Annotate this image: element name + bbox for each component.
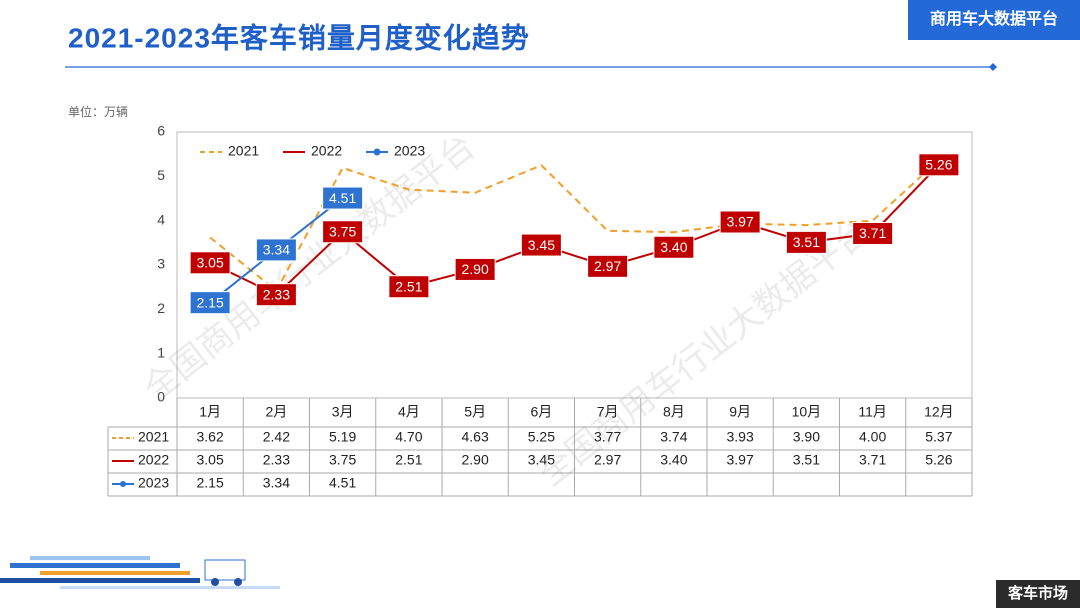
table-series-name: 2021	[138, 429, 169, 445]
table-cell: 5.26	[925, 452, 952, 468]
data-label: 3.05	[197, 254, 224, 270]
label-box	[255, 283, 297, 307]
x-tick-label: 10月	[792, 404, 822, 420]
y-tick-label: 4	[157, 211, 165, 227]
label-box	[785, 230, 827, 254]
data-label: 2.33	[263, 286, 290, 302]
data-label: 3.45	[528, 237, 555, 253]
label-box	[189, 251, 231, 275]
table-cell: 5.19	[329, 429, 356, 445]
y-tick-label: 5	[157, 167, 165, 183]
x-tick-label: 7月	[597, 404, 619, 420]
table-cell: 4.63	[462, 429, 489, 445]
table-series-name: 2022	[138, 452, 169, 468]
data-label: 3.40	[660, 239, 687, 255]
footer-tag: 客车市场	[1007, 584, 1068, 602]
data-label: 3.97	[727, 214, 754, 230]
watermark-group: 全国商用车行业大数据平台 全国商用车行业大数据平台	[137, 127, 877, 493]
x-tick-label: 5月	[464, 404, 486, 420]
table-cell: 5.25	[528, 429, 555, 445]
x-tick-label: 2月	[265, 404, 287, 420]
data-label: 2.51	[395, 278, 422, 294]
watermark: 全国商用车行业大数据平台	[137, 127, 482, 408]
watermark: 全国商用车行业大数据平台	[532, 212, 877, 493]
series-line	[209, 159, 940, 293]
data-label: 5.26	[925, 157, 952, 173]
x-tick-label: 6月	[530, 404, 552, 420]
legend-label: 2023	[394, 143, 425, 159]
table-cell: 3.71	[859, 452, 886, 468]
table-cell: 2.15	[197, 475, 224, 491]
label-box	[719, 210, 761, 234]
title: 2021-2023年客车销量月度变化趋势	[68, 21, 530, 53]
rule-diamond	[989, 63, 997, 71]
legend-marker	[120, 481, 126, 487]
table-cell: 3.34	[263, 475, 290, 491]
table-series-name: 2023	[138, 475, 169, 491]
data-label: 3.71	[859, 225, 886, 241]
label-box	[852, 222, 894, 246]
legend-label: 2022	[311, 143, 342, 159]
label-box	[255, 238, 297, 262]
data-label: 3.75	[329, 223, 356, 239]
x-tick-label: 12月	[924, 404, 954, 420]
table-cell: 2.51	[395, 452, 422, 468]
table-cell: 3.97	[727, 452, 754, 468]
label-box	[388, 275, 430, 299]
data-table	[107, 398, 972, 497]
table-cell: 2.42	[263, 429, 290, 445]
truck-decoration	[0, 556, 280, 589]
data-label: 2.15	[197, 294, 224, 310]
x-tick-label: 8月	[663, 404, 685, 420]
table-cell: 3.75	[329, 452, 356, 468]
y-tick-label: 0	[157, 389, 165, 405]
table-cell: 3.05	[197, 452, 224, 468]
table-cell: 3.45	[528, 452, 555, 468]
label-box	[653, 235, 695, 259]
y-tick-label: 2	[157, 300, 165, 316]
label-box	[918, 153, 960, 177]
table-cell: 3.40	[660, 452, 687, 468]
table-cell: 3.90	[793, 429, 820, 445]
x-tick-label: 9月	[729, 404, 751, 420]
unit: 单位：万辆	[68, 104, 128, 119]
x-tick-label: 4月	[398, 404, 420, 420]
data-label: 4.51	[329, 190, 356, 206]
y-tick-label: 3	[157, 256, 165, 272]
badge: 商用车大数据平台	[930, 9, 1058, 28]
legend-marker	[373, 148, 381, 156]
x-tick-label: 3月	[332, 404, 354, 420]
data-label: 3.34	[263, 242, 290, 258]
y-tick-label: 6	[157, 123, 165, 139]
label-box	[587, 254, 629, 278]
table-cell: 2.33	[263, 452, 290, 468]
label-box	[189, 291, 231, 315]
table-cell: 2.97	[594, 452, 621, 468]
label-box	[322, 186, 364, 210]
table-cell: 3.51	[793, 452, 820, 468]
table-cell: 3.62	[197, 429, 224, 445]
badge-bg	[908, 0, 1080, 40]
table-cell: 4.00	[859, 429, 886, 445]
table-cell: 3.77	[594, 429, 621, 445]
table-cell: 3.93	[727, 429, 754, 445]
x-tick-label: 1月	[199, 404, 221, 420]
label-box	[322, 220, 364, 244]
x-tick-label: 11月	[858, 404, 887, 420]
table-cell: 4.70	[395, 429, 422, 445]
legend-label: 2021	[228, 143, 259, 159]
table-cell: 3.74	[660, 429, 687, 445]
footer-bg	[996, 580, 1080, 608]
data-label: 3.51	[793, 234, 820, 250]
label-box	[520, 233, 562, 257]
table-cell: 4.51	[329, 475, 356, 491]
data-label: 2.97	[594, 258, 621, 274]
table-cell: 5.37	[925, 429, 952, 445]
table-cell: 2.90	[462, 452, 489, 468]
data-label: 2.90	[462, 261, 489, 277]
label-box	[454, 257, 496, 281]
y-tick-label: 1	[157, 344, 165, 360]
